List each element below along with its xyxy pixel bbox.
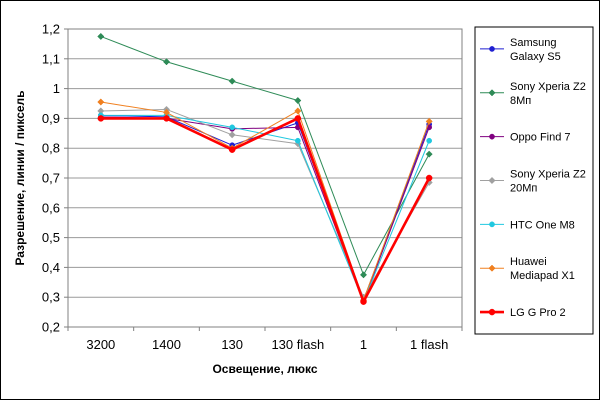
data-point bbox=[425, 117, 433, 125]
data-point bbox=[294, 96, 302, 105]
data-point bbox=[425, 174, 433, 182]
data-point bbox=[228, 131, 236, 139]
legend-entry: Samsung Galaxy S5 bbox=[480, 37, 561, 63]
legend-label: Huawei bbox=[510, 256, 547, 268]
series-lines bbox=[97, 32, 433, 305]
y-tick-label: 0,4 bbox=[42, 260, 60, 275]
y-tick-label: 0,6 bbox=[42, 200, 60, 215]
data-point bbox=[97, 98, 105, 106]
legend-marker bbox=[488, 176, 496, 185]
data-point bbox=[228, 77, 236, 85]
series-line bbox=[100, 117, 431, 303]
legend-label: 20Mп bbox=[510, 183, 537, 195]
legend-label: Mediapad X1 bbox=[510, 270, 575, 282]
plot-area bbox=[67, 28, 463, 328]
legend-entry: HTC One M8 bbox=[480, 219, 575, 231]
data-point bbox=[426, 137, 433, 144]
data-point bbox=[359, 271, 368, 279]
data-point bbox=[294, 107, 302, 115]
y-tick-label: 1 bbox=[53, 81, 60, 96]
legend-entry: LG G Pro 2 bbox=[480, 307, 566, 319]
data-point bbox=[97, 115, 105, 122]
y-tick-label: 0,8 bbox=[42, 141, 60, 156]
series-2 bbox=[97, 114, 433, 305]
data-point bbox=[229, 124, 236, 131]
legend-marker bbox=[488, 89, 496, 97]
y-tick-labels: 0,2 0,3 0,4 0,5 0,6 0,7 0,8 0,9 1 1,1 1,2 bbox=[42, 22, 60, 335]
data-point bbox=[97, 32, 105, 41]
x-tick-label: 1400 bbox=[152, 337, 181, 352]
y-tick-label: 0,7 bbox=[42, 171, 60, 186]
legend-label: Sony Xperia Z2 bbox=[510, 169, 586, 181]
series-line bbox=[100, 114, 430, 303]
y-tick-label: 1,2 bbox=[42, 22, 60, 37]
series-line bbox=[100, 101, 430, 301]
legend-marker bbox=[488, 264, 496, 272]
legend-entry: Sony Xperia Z2 20Mп bbox=[480, 169, 586, 195]
series-1 bbox=[97, 32, 433, 279]
legend-marker bbox=[488, 308, 496, 316]
x-tick-label: 130 flash bbox=[271, 337, 324, 352]
x-tick-label: 1 bbox=[360, 337, 367, 352]
x-tick-label: 3200 bbox=[86, 337, 115, 352]
legend-label: Galaxy S5 bbox=[510, 51, 561, 63]
legend-label: Samsung bbox=[510, 37, 556, 49]
y-tick-label: 0,9 bbox=[42, 111, 60, 126]
data-point bbox=[425, 150, 433, 158]
data-point bbox=[294, 137, 301, 144]
series-5 bbox=[97, 98, 433, 304]
y-tick-label: 0,3 bbox=[42, 290, 60, 305]
legend-marker bbox=[489, 221, 495, 228]
data-point bbox=[162, 58, 171, 66]
legend-entries: Samsung Galaxy S5 Sony Xperia Z2 8Mп Oppo Fi… bbox=[480, 37, 586, 319]
legend-label: Oppo Find 7 bbox=[510, 132, 571, 144]
legend-entry: Sony Xperia Z2 8Mп bbox=[480, 81, 586, 107]
data-point bbox=[228, 146, 236, 153]
data-point bbox=[163, 115, 170, 122]
series-4 bbox=[97, 112, 433, 305]
x-tick-label: 130 bbox=[221, 337, 243, 352]
legend-label: 8Mп bbox=[510, 95, 531, 107]
series-6 bbox=[97, 115, 433, 305]
legend-entry: Oppo Find 7 bbox=[480, 132, 571, 144]
x-tick-labels: 3200 1400 130 130 flash 1 1 flash bbox=[86, 337, 448, 352]
legend-label: LG G Pro 2 bbox=[510, 307, 566, 319]
series-line bbox=[100, 116, 430, 303]
y-tick-label: 1,1 bbox=[42, 51, 60, 66]
legend-marker bbox=[489, 133, 495, 140]
y-tick-label: 0,5 bbox=[42, 230, 60, 245]
legend-entry: Huawei Mediapad X1 bbox=[480, 256, 575, 282]
y-axis-title: Разрешение, линии / пиксель bbox=[13, 90, 27, 265]
legend-marker bbox=[489, 46, 495, 52]
legend-label: HTC One M8 bbox=[510, 219, 575, 231]
data-point bbox=[360, 298, 367, 305]
data-point bbox=[294, 115, 302, 122]
legend-label: Sony Xperia Z2 bbox=[510, 81, 586, 93]
y-tick-label: 0,2 bbox=[42, 320, 60, 335]
x-tick-label: 1 flash bbox=[410, 337, 448, 352]
x-axis-title: Освещение, люкс bbox=[212, 362, 317, 376]
series-line bbox=[100, 108, 430, 298]
grid-lines bbox=[64, 28, 463, 331]
series-line bbox=[100, 35, 430, 276]
